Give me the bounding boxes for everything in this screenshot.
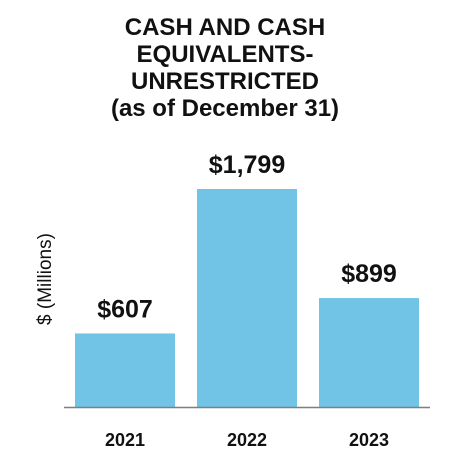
value-label-2022: $1,799 bbox=[209, 151, 285, 179]
title-line-4: (as of December 31) bbox=[110, 95, 340, 122]
chart-title: CASH AND CASH EQUIVALENTS- UNRESTRICTED … bbox=[0, 14, 450, 122]
value-label-2023: $899 bbox=[341, 260, 397, 288]
title-line-2: EQUIVALENTS- bbox=[136, 41, 314, 68]
x-tick-2023: 2023 bbox=[349, 430, 389, 450]
bar-2021 bbox=[75, 333, 175, 407]
title-line-1: CASH AND CASH bbox=[124, 14, 326, 41]
bar-2023 bbox=[319, 298, 419, 407]
x-tick-2021: 2021 bbox=[105, 430, 145, 450]
x-tick-2022: 2022 bbox=[227, 430, 267, 450]
value-label-2021: $607 bbox=[97, 295, 153, 323]
bar-2022 bbox=[197, 189, 297, 407]
title-line-3: UNRESTRICTED bbox=[130, 68, 319, 95]
